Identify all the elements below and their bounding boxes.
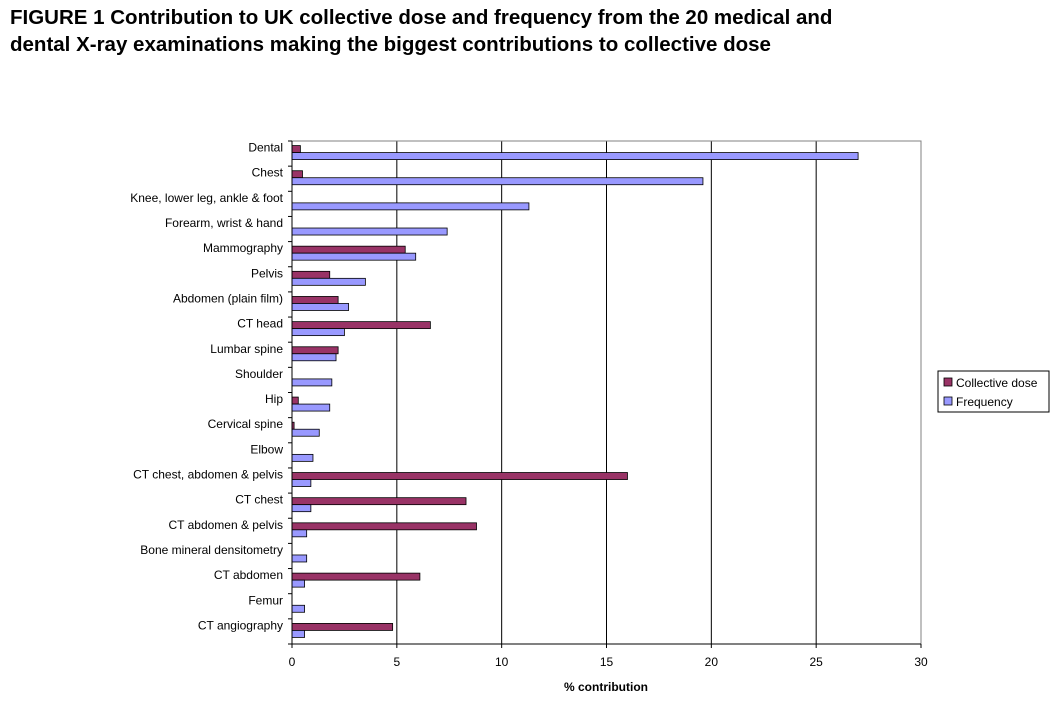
bar-collective-dose-ct-head: [291, 321, 431, 330]
figure-title-line-2: dental X-ray examinations making the big…: [10, 33, 771, 56]
x-tick-label-10: 10: [495, 655, 509, 669]
bar-frequency-elbow: [291, 453, 314, 462]
category-label-abdomen-plain-film: Abdomen (plain film): [173, 291, 283, 305]
bar-collective-dose-dental: [291, 145, 301, 153]
bar-collective-dose-pelvis: [291, 270, 331, 279]
bar-frequency-shoulder: [291, 378, 333, 387]
x-tick-label-20: 20: [705, 655, 719, 669]
category-label-pelvis: Pelvis: [251, 266, 283, 280]
bar-collective-dose-ct-chest: [291, 497, 467, 506]
bar-frequency-abdomen-plain-film: [291, 303, 350, 311]
bar-frequency-chest: [291, 177, 704, 186]
legend-label-frequency: Frequency: [956, 395, 1013, 409]
bar-frequency-bone-mineral-densitometry: [291, 554, 308, 563]
category-label-ct-abdomen: CT abdomen: [214, 568, 283, 582]
bar-frequency-dental: [291, 152, 859, 160]
category-label-shoulder: Shoulder: [235, 367, 283, 381]
x-tick-label-30: 30: [914, 655, 928, 669]
bar-collective-dose-ct-chest-abdomen-pelvis: [291, 472, 628, 480]
bar-frequency-ct-head: [291, 328, 345, 337]
bar-frequency-knee-lower-leg-ankle-foot: [291, 202, 530, 211]
x-axis-ticks: 0 5 10 15 20 25 30: [289, 644, 928, 669]
category-label-cervical-spine: Cervical spine: [208, 417, 284, 431]
figure-title-line-1: FIGURE 1 Contribution to UK collective d…: [10, 6, 833, 29]
bar-collective-dose-ct-angiography: [291, 623, 394, 631]
x-tick-label-25: 25: [809, 655, 823, 669]
bar-frequency-ct-angiography: [291, 630, 305, 638]
bar-frequency-ct-chest-abdomen-pelvis: [291, 479, 312, 487]
x-tick-label-5: 5: [393, 655, 400, 669]
x-axis-title: % contribution: [564, 680, 648, 694]
legend-swatch-collective-dose: [943, 377, 953, 387]
category-label-elbow: Elbow: [250, 442, 283, 456]
bar-collective-dose-ct-abdomen: [291, 572, 421, 581]
category-label-forearm-wrist-hand: Forearm, wrist & hand: [165, 216, 283, 230]
bar-collective-dose-hip: [291, 396, 299, 405]
legend-label-collective-dose: Collective dose: [956, 376, 1038, 390]
bar-collective-dose-abdomen-plain-film: [291, 296, 339, 304]
category-label-dental: Dental: [248, 141, 283, 155]
bar-frequency-pelvis: [291, 277, 366, 286]
category-label-ct-head: CT head: [237, 317, 283, 331]
category-label-knee-lower-leg-ankle-foot: Knee, lower leg, ankle & foot: [130, 191, 283, 205]
category-label-ct-abdomen-pelvis: CT abdomen & pelvis: [168, 518, 283, 532]
gridlines: [396, 141, 922, 644]
bar-frequency-ct-chest: [291, 504, 312, 513]
legend-swatch-frequency: [943, 396, 953, 406]
legend: Collective dose Frequency: [937, 370, 1050, 413]
category-label-ct-angiography: CT angiography: [198, 618, 283, 632]
bar-frequency-hip: [291, 403, 331, 412]
bar-collective-dose-mammography: [291, 245, 406, 254]
category-label-ct-chest: CT chest: [235, 493, 283, 507]
legend-frame: [937, 370, 1050, 413]
bar-frequency-lumbar-spine: [291, 353, 337, 362]
bar-collective-dose-chest: [291, 170, 303, 179]
category-label-femur: Femur: [248, 593, 283, 607]
bar-frequency-cervical-spine: [291, 428, 320, 437]
category-label-bone-mineral-densitometry: Bone mineral densitometry: [140, 543, 283, 557]
bar-frequency-forearm-wrist-hand: [291, 227, 448, 236]
figure-title: FIGURE 1 Contribution to UK collective d…: [10, 4, 1050, 58]
bar-frequency-femur: [291, 604, 305, 613]
bar-frequency-ct-abdomen-pelvis: [291, 529, 308, 538]
bar-collective-dose-ct-abdomen-pelvis: [291, 522, 477, 531]
x-tick-label-0: 0: [289, 655, 296, 669]
category-labels: Dental Chest Knee, lower leg, ankle & foot…: [130, 140, 292, 645]
category-label-ct-chest-abdomen-pelvis: CT chest, abdomen & pelvis: [133, 468, 283, 482]
bar-frequency-mammography: [291, 252, 417, 261]
category-label-mammography: Mammography: [203, 241, 283, 255]
bar-collective-dose-lumbar-spine: [291, 346, 339, 355]
bar-frequency-ct-abdomen: [291, 579, 305, 588]
category-label-lumbar-spine: Lumbar spine: [210, 342, 283, 356]
category-label-chest: Chest: [252, 166, 284, 180]
category-label-hip: Hip: [265, 392, 283, 406]
x-tick-label-15: 15: [600, 655, 614, 669]
bars: [291, 145, 859, 638]
